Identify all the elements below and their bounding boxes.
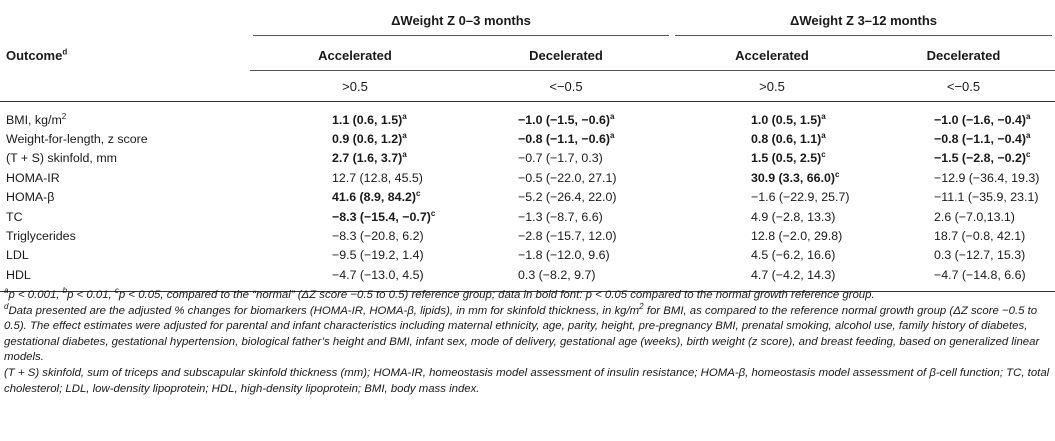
cell: −5.2 (−26.4, 22.0): [518, 190, 617, 205]
table-footnotes: ap < 0.001, bp < 0.01, cp < 0.05, compar…: [4, 286, 1050, 397]
threshold-decelerated-1: <−0.5: [549, 78, 583, 94]
row-label: HOMA-β: [6, 190, 55, 205]
results-table: ΔWeight Z 0–3 months ΔWeight Z 3–12 mont…: [0, 0, 1055, 292]
cell: −8.3 (−20.8, 6.2): [332, 229, 424, 244]
cell: −0.8 (−1.1, −0.4)a: [934, 130, 1031, 147]
row-label: Weight-for-length, z score: [6, 132, 148, 147]
row-label: LDL: [6, 248, 29, 263]
footnote-abbreviations: (T + S) skinfold, sum of triceps and sub…: [4, 366, 1050, 395]
cell: −8.3 (−15.4, −0.7)c: [332, 208, 436, 224]
threshold-accelerated-1: >0.5: [342, 78, 368, 94]
row-label: (T + S) skinfold, mm: [6, 151, 117, 166]
cell: 0.8 (0.6, 1.1)a: [751, 130, 826, 147]
cell: 0.9 (0.6, 1.2)a: [332, 130, 407, 147]
row-label: TC: [6, 209, 23, 224]
cell: 4.7 (−4.2, 14.3): [672, 265, 872, 292]
cell: 2.6 (−7.0,13.1): [934, 209, 1015, 224]
group-header-3-12: ΔWeight Z 3–12 months: [672, 0, 1055, 40]
cell: −0.7 (−1.7, 0.3): [518, 151, 603, 166]
cell: −4.7 (−14.8, 6.6): [872, 265, 1055, 292]
cell: 2.7 (1.6, 3.7)a: [332, 150, 407, 166]
cell: −0.5 (−22.0, 27.1): [518, 170, 617, 185]
threshold-accelerated-2: >0.5: [759, 78, 785, 94]
row-label: HOMA-IR: [6, 170, 60, 185]
cell: −1.6 (−22.9, 25.7): [751, 190, 850, 205]
table-body: BMI, kg/m2 1.1 (0.6, 1.5)a −1.0 (−1.5, −…: [0, 102, 1055, 292]
cell: −11.1 (−35.9, 23.1): [934, 190, 1039, 205]
cell: −0.8 (−1.1, −0.6)a: [518, 130, 615, 147]
cell: −2.8 (−15.7, 12.0): [518, 229, 617, 244]
cell: 4.5 (−6.2, 16.6): [751, 248, 836, 263]
row-label: Triglycerides: [6, 229, 76, 244]
cell: 12.8 (−2.0, 29.8): [751, 229, 843, 244]
footnote-data-presented: dData presented are the adjusted % chang…: [4, 301, 1040, 364]
table-row: HOMA-IR 12.7 (12.8, 45.5) −0.5 (−22.0, 2…: [0, 168, 1055, 187]
col-header-accelerated-1: Accelerated: [250, 40, 460, 71]
cell: 18.7 (−0.8, 42.1): [934, 229, 1026, 244]
footnote-significance: ap < 0.001, bp < 0.01, cp < 0.05, compar…: [4, 286, 875, 301]
cell: −9.5 (−19.2, 1.4): [332, 248, 424, 263]
cell: −1.5 (−2.8, −0.2)c: [934, 150, 1031, 166]
group-header-0-3: ΔWeight Z 0–3 months: [250, 0, 672, 40]
cell: −1.8 (−12.0, 9.6): [518, 248, 610, 263]
corner-cell: [0, 0, 250, 40]
cell: 1.1 (0.6, 1.5)a: [332, 111, 407, 127]
cell: −1.3 (−8.7, 6.6): [518, 209, 603, 224]
col-header-decelerated-1: Decelerated: [460, 40, 672, 71]
cell: 0.3 (−8.2, 9.7): [460, 265, 672, 292]
cell: −1.0 (−1.5, −0.6)a: [518, 111, 615, 127]
table-row: Triglycerides −8.3 (−20.8, 6.2) −2.8 (−1…: [0, 226, 1055, 245]
cell: 1.5 (0.5, 2.5)c: [751, 150, 826, 166]
outcome-header: Outcomed: [6, 47, 68, 63]
table-row: LDL −9.5 (−19.2, 1.4) −1.8 (−12.0, 9.6) …: [0, 246, 1055, 265]
cell: 1.0 (0.5, 1.5)a: [751, 111, 826, 127]
cell: 0.3 (−12.7, 15.3): [934, 248, 1026, 263]
row-label: BMI, kg/m2: [6, 111, 67, 127]
table-row: HDL −4.7 (−13.0, 4.5) 0.3 (−8.2, 9.7) 4.…: [0, 265, 1055, 292]
col-header-decelerated-2: Decelerated: [872, 40, 1055, 71]
cell: −1.0 (−1.6, −0.4)a: [934, 111, 1031, 127]
table-row: HOMA-β 41.6 (8.9, 84.2)c −5.2 (−26.4, 22…: [0, 188, 1055, 207]
table-row: BMI, kg/m2 1.1 (0.6, 1.5)a −1.0 (−1.5, −…: [0, 102, 1055, 130]
row-label: HDL: [0, 265, 250, 292]
threshold-corner: [0, 71, 250, 102]
cell: 4.9 (−2.8, 13.3): [751, 209, 836, 224]
cell: −4.7 (−13.0, 4.5): [250, 265, 460, 292]
table-row: Weight-for-length, z score 0.9 (0.6, 1.2…: [0, 129, 1055, 148]
cell: 41.6 (8.9, 84.2)c: [332, 189, 421, 205]
cell: −12.9 (−36.4, 19.3): [934, 170, 1040, 185]
table-row: (T + S) skinfold, mm 2.7 (1.6, 3.7)a −0.…: [0, 149, 1055, 168]
table-row: TC −8.3 (−15.4, −0.7)c −1.3 (−8.7, 6.6) …: [0, 207, 1055, 226]
col-header-accelerated-2: Accelerated: [672, 40, 872, 71]
cell: 12.7 (12.8, 45.5): [332, 170, 423, 185]
cell: 30.9 (3.3, 66.0)c: [751, 169, 840, 185]
threshold-decelerated-2: <−0.5: [946, 78, 981, 94]
